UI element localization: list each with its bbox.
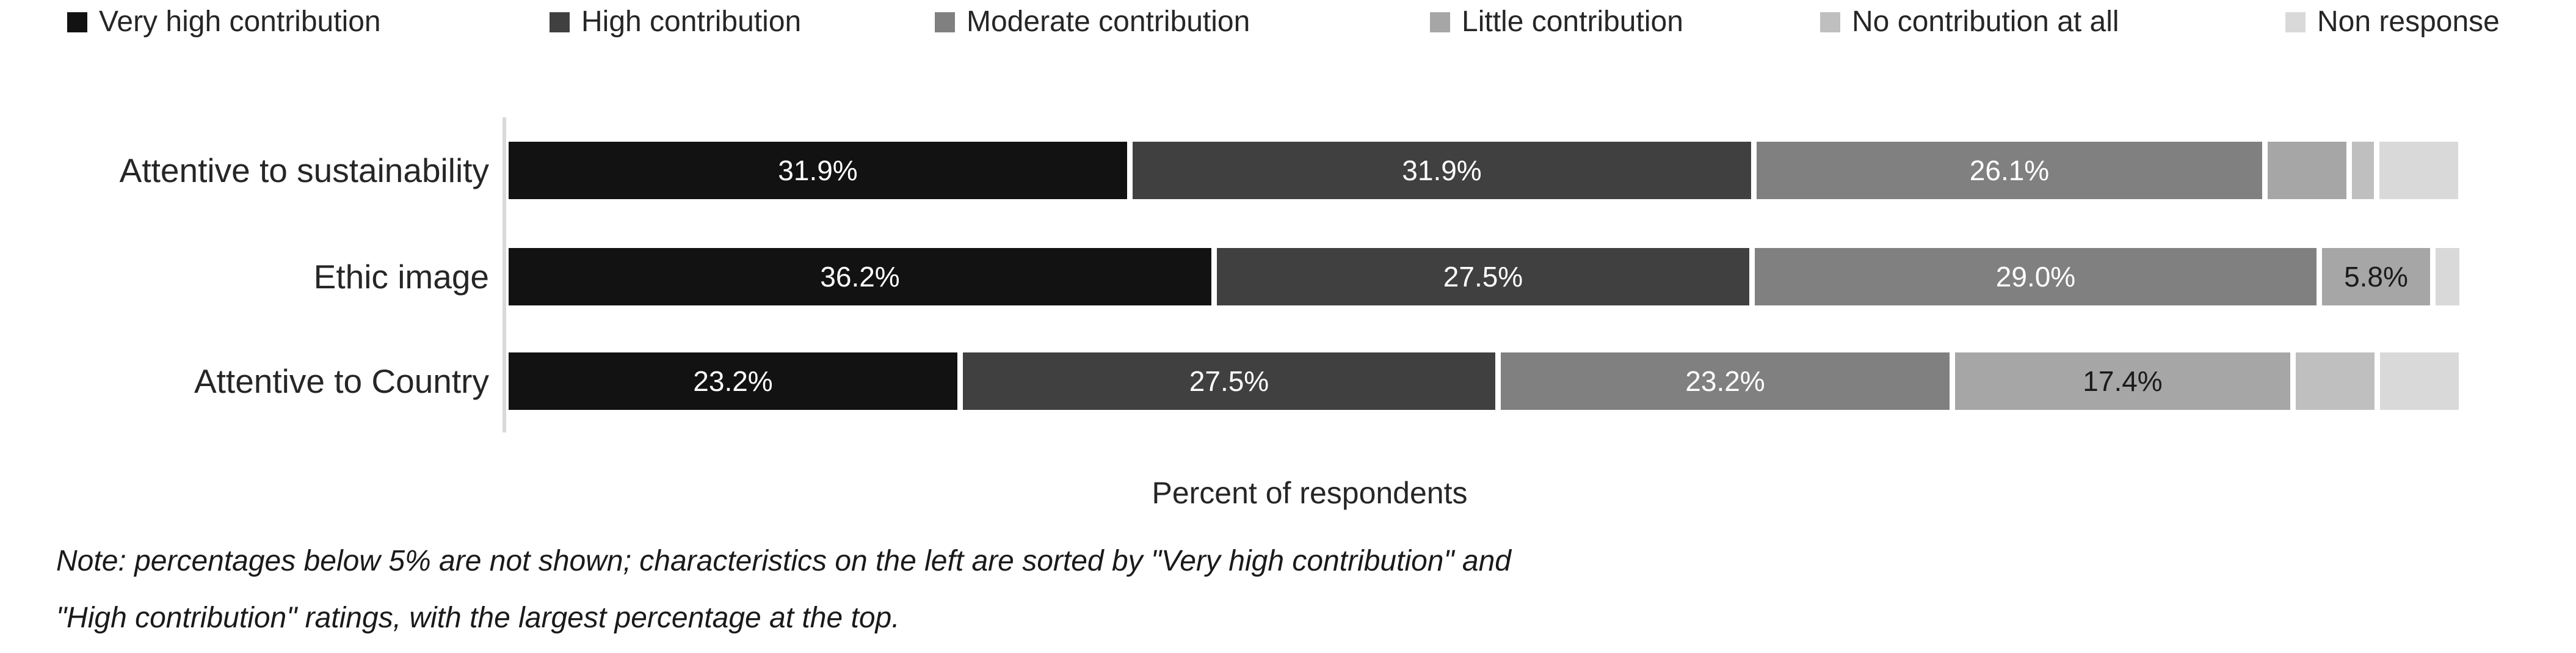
bar-segment: 31.9% xyxy=(1133,142,1751,199)
bar-segment-value-label: 17.4% xyxy=(2083,365,2163,397)
chart-note-line-2: "High contribution" ratings, with the la… xyxy=(56,602,900,634)
legend-swatch-icon xyxy=(1820,12,1840,32)
y-axis-line xyxy=(503,117,506,432)
bar-segment-value-label: 5.8% xyxy=(2344,261,2408,293)
legend-swatch-icon xyxy=(67,12,87,32)
bar-segment-value-label: 31.9% xyxy=(778,155,858,186)
bar-segment-value-label: 27.5% xyxy=(1189,365,1269,397)
bar-segment xyxy=(2352,142,2374,199)
legend-item: Non response xyxy=(2285,5,2500,39)
legend-item: Little contribution xyxy=(1430,5,1683,39)
category-label: Ethic image xyxy=(313,258,489,296)
category-label: Attentive to Country xyxy=(194,362,489,400)
legend-label: Very high contribution xyxy=(99,5,381,38)
legend-label: Moderate contribution xyxy=(967,5,1250,38)
chart-note-line-1: Note: percentages below 5% are not shown… xyxy=(56,545,1511,577)
bar-segment: 26.1% xyxy=(1757,142,2262,199)
bar-segment: 17.4% xyxy=(1955,352,2290,410)
bar-row: 23.2% 27.5% 23.2% 17.4% xyxy=(509,352,2465,410)
bar-segment xyxy=(2380,352,2459,410)
legend-label: Non response xyxy=(2317,5,2500,38)
bar-segment: 36.2% xyxy=(509,248,1211,305)
legend-label: No contribution at all xyxy=(1852,5,2119,38)
bar-segment-value-label: 23.2% xyxy=(1685,365,1765,397)
legend-swatch-icon xyxy=(935,12,955,32)
bar-segment xyxy=(2268,142,2346,199)
bar-segment: 23.2% xyxy=(1501,352,1950,410)
chart-legend: Very high contribution High contribution M… xyxy=(0,0,2576,43)
legend-swatch-icon xyxy=(1430,12,1450,32)
legend-label: High contribution xyxy=(581,5,802,38)
legend-label: Little contribution xyxy=(1462,5,1683,38)
bar-segment-value-label: 27.5% xyxy=(1443,261,1523,293)
bar-segment-value-label: 29.0% xyxy=(1995,261,2076,293)
bar-segment: 29.0% xyxy=(1755,248,2317,305)
bar-segment-value-label: 23.2% xyxy=(693,365,773,397)
bar-segment: 5.8% xyxy=(2322,248,2430,305)
bar-segment: 27.5% xyxy=(963,352,1495,410)
bar-segment-value-label: 26.1% xyxy=(1969,155,2050,186)
bar-segment: 23.2% xyxy=(509,352,957,410)
bar-segment-value-label: 36.2% xyxy=(820,261,900,293)
bar-segment: 31.9% xyxy=(509,142,1127,199)
legend-item: No contribution at all xyxy=(1820,5,2119,39)
bar-segment: 27.5% xyxy=(1217,248,1749,305)
legend-item: High contribution xyxy=(550,5,801,39)
chart-note: Note: percentages below 5% are not shown… xyxy=(56,533,1511,646)
legend-item: Moderate contribution xyxy=(935,5,1250,39)
x-axis-title: Percent of respondents xyxy=(1152,476,1468,510)
legend-swatch-icon xyxy=(2285,12,2306,32)
bar-row: 31.9% 31.9% 26.1% xyxy=(509,142,2465,199)
bar-segment xyxy=(2296,352,2375,410)
plot-area: Attentive to sustainability 31.9% 31.9% 26.… xyxy=(119,117,2465,432)
legend-swatch-icon xyxy=(550,12,570,32)
bar-segment xyxy=(2379,142,2458,199)
bar-segment xyxy=(2436,248,2459,305)
legend-item: Very high contribution xyxy=(67,5,381,39)
bar-row: 36.2% 27.5% 29.0% 5.8% xyxy=(509,248,2465,305)
category-label: Attentive to sustainability xyxy=(119,151,489,189)
bar-segment-value-label: 31.9% xyxy=(1402,155,1482,186)
